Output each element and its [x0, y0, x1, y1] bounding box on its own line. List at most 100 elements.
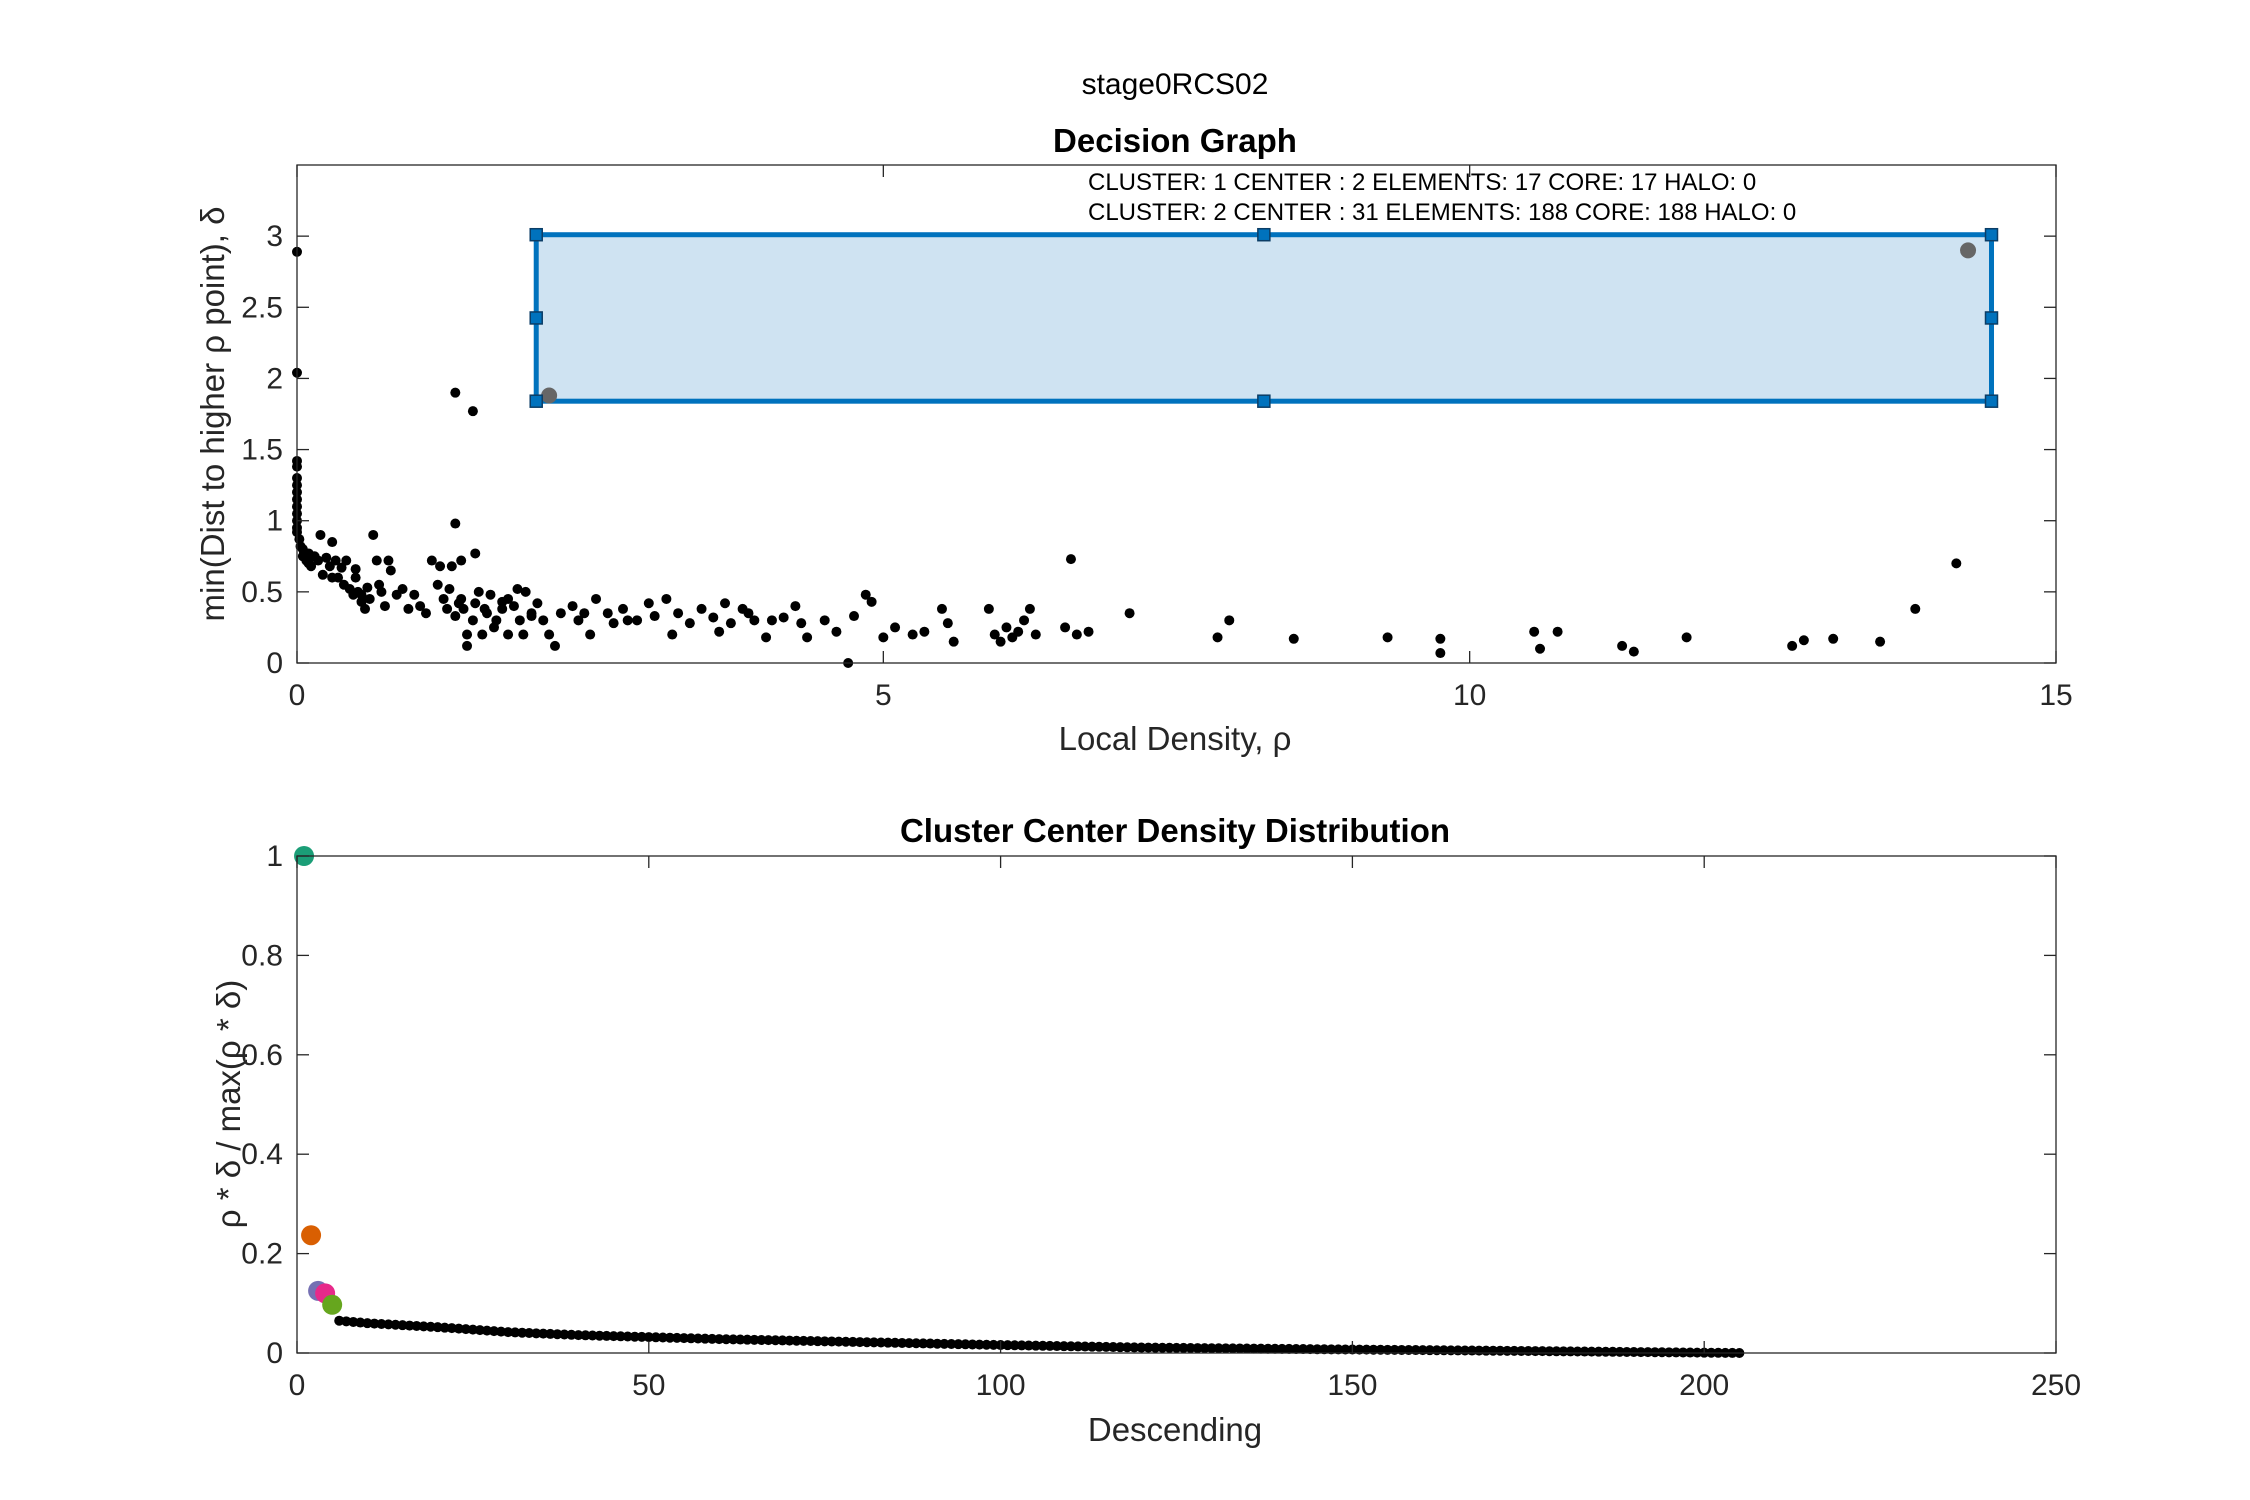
density-point: [1080, 1341, 1091, 1352]
data-point: [341, 555, 352, 566]
selection-rectangle[interactable]: [533, 232, 1995, 404]
density-point: [1664, 1347, 1675, 1358]
selection-resize-handle[interactable]: [1984, 394, 1999, 408]
data-point: [458, 603, 469, 614]
density-point: [1220, 1343, 1231, 1354]
data-point: [602, 608, 613, 619]
selection-resize-handle[interactable]: [529, 394, 543, 408]
data-point: [860, 589, 871, 600]
density-point: [946, 1339, 957, 1350]
center-density-ticks: 0 50 100 150 200 250 0 0.2 0.4 0.6 0.8 1: [241, 840, 2081, 1402]
data-point: [350, 572, 361, 583]
density-point: [875, 1337, 886, 1348]
density-point: [1129, 1342, 1140, 1353]
data-point: [573, 615, 584, 626]
data-point: [497, 603, 508, 614]
data-point: [336, 562, 347, 573]
density-point: [594, 1330, 605, 1341]
decision-graph-ytick-label: 0: [266, 647, 283, 680]
data-point: [544, 629, 555, 640]
data-point: [989, 629, 1000, 640]
density-point: [756, 1334, 767, 1345]
data-point: [485, 589, 496, 600]
density-point: [1150, 1342, 1161, 1353]
density-point: [988, 1339, 999, 1350]
data-point: [450, 611, 461, 622]
density-point: [524, 1328, 535, 1339]
center-density-ytick-label: 0: [266, 1337, 283, 1370]
decision-graph-title: Decision Graph: [1053, 122, 1297, 159]
density-point: [1340, 1344, 1351, 1355]
density-point: [573, 1330, 584, 1341]
data-point: [714, 626, 725, 637]
density-point: [1572, 1346, 1583, 1357]
selection-resize-handle[interactable]: [529, 311, 543, 325]
selection-resize-handle[interactable]: [1984, 311, 1999, 325]
data-point: [383, 555, 394, 566]
data-point: [1535, 643, 1546, 654]
data-point: [362, 582, 373, 593]
density-point: [953, 1339, 964, 1350]
data-point: [1288, 633, 1299, 644]
density-point: [1122, 1342, 1133, 1353]
density-point: [1051, 1341, 1062, 1352]
density-point: [1593, 1346, 1604, 1357]
selection-resize-handle[interactable]: [1257, 227, 1271, 242]
decision-graph-xtick-label: 5: [875, 679, 892, 712]
density-point: [510, 1327, 521, 1338]
density-point: [847, 1336, 858, 1347]
data-point: [518, 629, 529, 640]
density-point: [1023, 1340, 1034, 1351]
data-point: [360, 603, 371, 614]
density-point: [883, 1337, 894, 1348]
density-point: [714, 1334, 725, 1345]
density-point: [777, 1335, 788, 1346]
data-point: [555, 608, 566, 619]
density-point: [749, 1334, 760, 1345]
cluster-1-annotation: CLUSTER: 1 CENTER : 2 ELEMENTS: 17 CORE:…: [1088, 169, 1756, 196]
center-density-ylabel: ρ * δ / max(ρ * δ): [210, 980, 247, 1228]
data-point: [684, 618, 695, 629]
data-point: [313, 555, 324, 566]
decision-graph-ylabel: min(Dist to higher ρ point), δ: [194, 207, 231, 622]
density-point: [1333, 1344, 1344, 1355]
data-point: [618, 603, 629, 614]
data-point: [696, 603, 707, 614]
density-point: [932, 1338, 943, 1349]
decision-graph-axes-box: [296, 164, 2057, 664]
selection-resize-handle[interactable]: [529, 227, 543, 242]
density-point: [1255, 1343, 1266, 1354]
selection-resize-handle[interactable]: [1984, 227, 1999, 242]
data-point: [1628, 646, 1639, 657]
density-point: [1044, 1340, 1055, 1351]
data-point: [831, 626, 842, 637]
density-point: [1614, 1346, 1625, 1357]
data-point: [1435, 633, 1446, 644]
center-density-axes-box: [296, 855, 2057, 1354]
density-point: [1164, 1342, 1175, 1353]
data-point: [350, 564, 361, 575]
data-point: [379, 601, 390, 612]
density-point: [664, 1332, 675, 1343]
center-density-ytick-label: 0.2: [241, 1238, 283, 1271]
density-point: [1319, 1344, 1330, 1355]
data-point: [1910, 603, 1921, 614]
density-point: [1136, 1342, 1147, 1353]
data-point: [385, 565, 396, 576]
selection-resize-handle[interactable]: [1257, 394, 1271, 408]
data-point: [778, 612, 789, 623]
center-density-xtick-label: 250: [2031, 1369, 2081, 1402]
data-point: [1828, 633, 1839, 644]
decision-graph-plot-area: [292, 227, 1999, 668]
center-density-xlabel: Descending: [1088, 1411, 1262, 1448]
data-point: [503, 629, 514, 640]
density-point: [960, 1339, 971, 1350]
density-point: [650, 1332, 661, 1343]
density-point: [693, 1333, 704, 1344]
data-point: [477, 629, 488, 640]
data-point: [1019, 615, 1030, 626]
density-point: [742, 1334, 753, 1345]
density-point: [552, 1329, 563, 1340]
decision-graph-xtick-label: 10: [1453, 679, 1486, 712]
data-point: [1875, 636, 1886, 647]
